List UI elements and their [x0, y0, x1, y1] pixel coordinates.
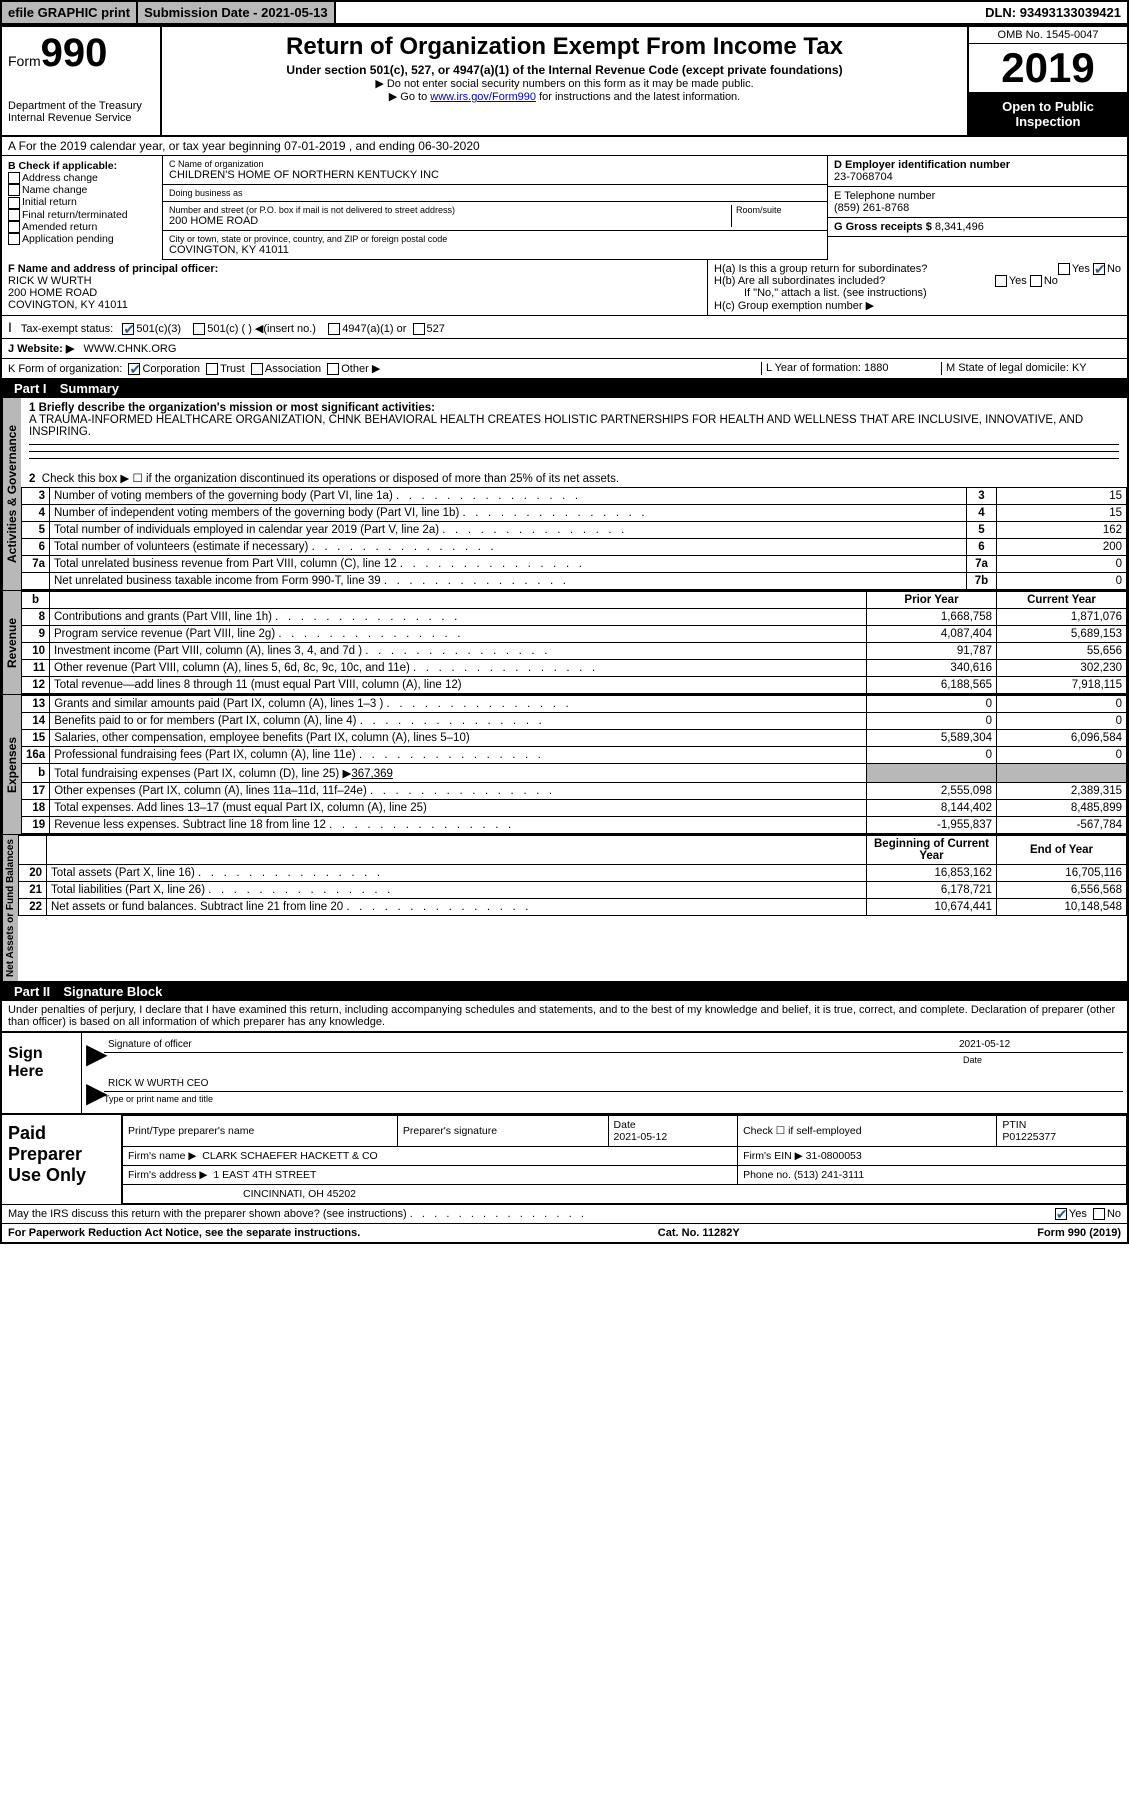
- vtab-governance: Activities & Governance: [2, 398, 21, 590]
- identity-block: B Check if applicable: Address change Na…: [0, 156, 1129, 260]
- dln: DLN: 93493133039421: [979, 2, 1127, 23]
- box-k-l-m: K Form of organization: Corporation Trus…: [0, 359, 1129, 379]
- expenses-block: Expenses 13Grants and similar amounts pa…: [0, 695, 1129, 835]
- box-f: F Name and address of principal officer:…: [2, 260, 707, 315]
- row-a-tax-year: A For the 2019 calendar year, or tax yea…: [0, 137, 1129, 156]
- form-title: Return of Organization Exempt From Incom…: [168, 33, 961, 61]
- revenue-table: bPrior YearCurrent Year 8Contributions a…: [21, 591, 1127, 694]
- vtab-netassets: Net Assets or Fund Balances: [2, 835, 18, 981]
- efile-label: efile GRAPHIC print: [2, 2, 138, 23]
- netassets-block: Net Assets or Fund Balances Beginning of…: [0, 835, 1129, 982]
- penalties-text: Under penalties of perjury, I declare th…: [0, 1001, 1129, 1032]
- topbar: efile GRAPHIC print Submission Date - 20…: [0, 0, 1129, 25]
- part2-header: Part II Signature Block: [0, 982, 1129, 1001]
- governance-block: Activities & Governance 1 Briefly descri…: [0, 398, 1129, 591]
- box-h: H(a) Is this a group return for subordin…: [707, 260, 1127, 315]
- page-footer: For Paperwork Reduction Act Notice, see …: [0, 1224, 1129, 1244]
- box-d-e-g: D Employer identification number 23-7068…: [827, 156, 1127, 260]
- box-c: C Name of organization CHILDREN'S HOME O…: [162, 156, 827, 260]
- paid-preparer-block: Paid Preparer Use Only Print/Type prepar…: [0, 1114, 1129, 1205]
- part1-header: Part I Summary: [0, 379, 1129, 398]
- discuss-row: May the IRS discuss this return with the…: [0, 1205, 1129, 1224]
- header-center: Return of Organization Exempt From Incom…: [162, 27, 967, 135]
- sign-here-block: Sign Here ▶ Signature of officer2021-05-…: [0, 1032, 1129, 1114]
- vtab-expenses: Expenses: [2, 695, 21, 834]
- header-left: Form990 Department of the Treasury Inter…: [2, 27, 162, 135]
- f-h-block: F Name and address of principal officer:…: [0, 260, 1129, 316]
- box-i-tax-exempt: I Tax-exempt status: 501(c)(3) 501(c) ( …: [0, 316, 1129, 339]
- submission-date: Submission Date - 2021-05-13: [138, 2, 336, 23]
- instructions-link[interactable]: www.irs.gov/Form990: [430, 91, 536, 103]
- box-j-website: J Website: ▶ WWW.CHNK.ORG: [0, 339, 1129, 359]
- paid-preparer-label: Paid Preparer Use Only: [2, 1115, 122, 1204]
- box-b: B Check if applicable: Address change Na…: [2, 156, 162, 260]
- preparer-table: Print/Type preparer's name Preparer's si…: [122, 1115, 1127, 1204]
- revenue-block: Revenue bPrior YearCurrent Year 8Contrib…: [0, 591, 1129, 695]
- governance-table: 3Number of voting members of the governi…: [21, 487, 1127, 590]
- header-right: OMB No. 1545-0047 2019 Open to Public In…: [967, 27, 1127, 135]
- expenses-table: 13Grants and similar amounts paid (Part …: [21, 695, 1127, 834]
- sign-here-label: Sign Here: [2, 1033, 82, 1113]
- vtab-revenue: Revenue: [2, 591, 21, 694]
- form-header: Form990 Department of the Treasury Inter…: [0, 25, 1129, 137]
- netassets-table: Beginning of Current YearEnd of Year 20T…: [18, 835, 1127, 916]
